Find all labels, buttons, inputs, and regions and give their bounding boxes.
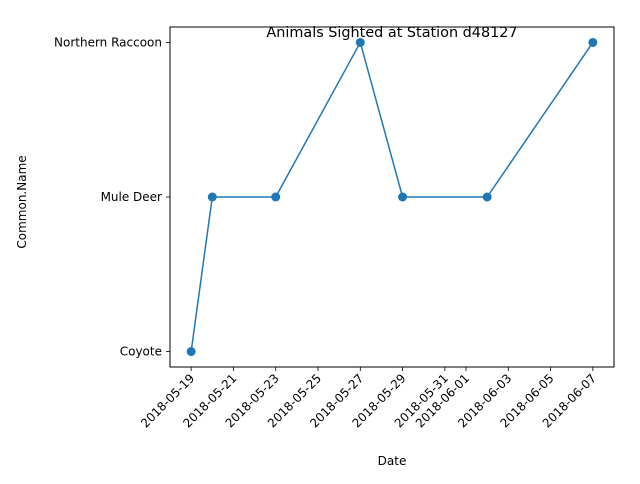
y-tick-label: Northern Raccoon: [54, 35, 162, 49]
data-point: [355, 37, 365, 47]
data-point: [207, 192, 217, 202]
chart-title: Animals Sighted at Station d48127: [266, 25, 517, 41]
plot-frame: [169, 26, 615, 368]
y-axis-label: Common.Name: [15, 155, 29, 248]
data-point: [271, 192, 281, 202]
data-point: [482, 192, 492, 202]
data-point: [186, 347, 196, 357]
data-series: [186, 37, 598, 357]
y-tick-label: Coyote: [120, 345, 162, 359]
y-tick-label: Mule Deer: [101, 190, 162, 204]
data-point: [588, 37, 598, 47]
data-point: [398, 192, 408, 202]
x-axis-label: Date: [378, 454, 407, 468]
